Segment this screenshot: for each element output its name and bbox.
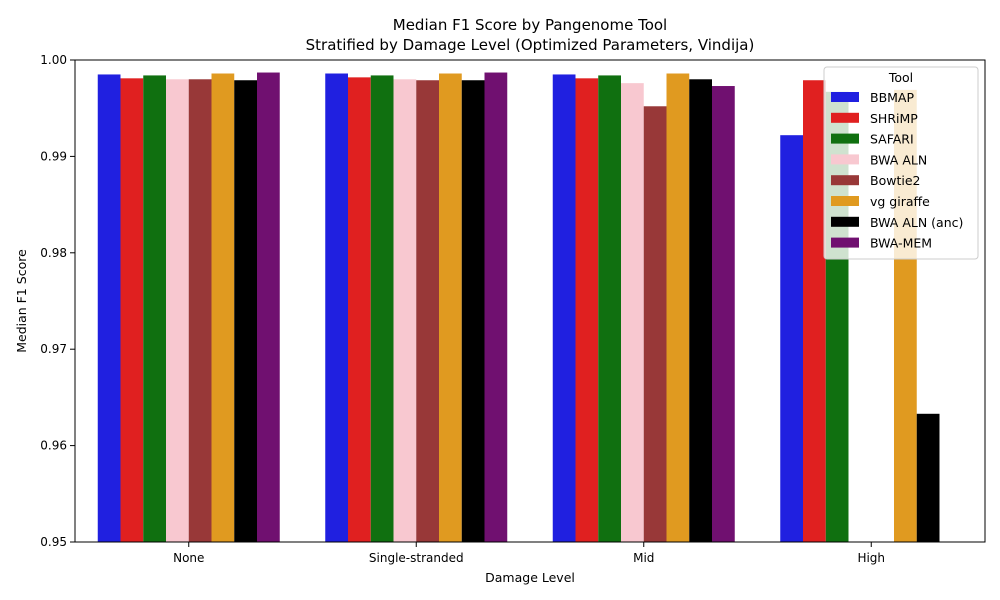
bar-bwa-mem-1 xyxy=(484,72,508,542)
legend-swatch xyxy=(831,175,859,186)
y-tick-label: 1.00 xyxy=(40,53,67,67)
bar-bwa-aln-anc--3 xyxy=(916,413,940,542)
bar-bowtie2-1 xyxy=(416,80,439,543)
bar-safari-1 xyxy=(370,75,394,543)
bar-bwa-aln-anc--2 xyxy=(689,79,712,542)
x-tick-label: High xyxy=(857,551,885,565)
bar-shrimp-0 xyxy=(120,78,144,542)
legend-swatch xyxy=(831,196,859,206)
bar-bbmap-0 xyxy=(97,74,121,543)
y-axis-label: Median F1 Score xyxy=(14,249,29,353)
legend-box xyxy=(823,66,979,260)
x-tick-label: Single-stranded xyxy=(369,551,464,565)
bar-vg-giraffe-2 xyxy=(666,73,690,542)
plot-frame xyxy=(74,59,986,543)
bar-shrimp-1 xyxy=(348,77,371,542)
bar-bwa-aln-anc--1 xyxy=(461,80,485,543)
x-axis: None Single-stranded Mid High xyxy=(173,542,885,565)
bar-bbmap-3 xyxy=(780,135,803,542)
legend-swatch xyxy=(831,154,859,165)
bar-bwa-aln-1 xyxy=(393,79,417,542)
legend-title: Tool xyxy=(888,70,913,85)
bar-safari-2 xyxy=(598,75,621,543)
bar-vg-giraffe-0 xyxy=(211,73,235,542)
bar-bwa-aln-anc--0 xyxy=(234,80,257,543)
y-tick-label: 0.95 xyxy=(40,535,67,549)
legend-swatch xyxy=(831,133,859,144)
bars-group xyxy=(97,72,940,543)
bar-shrimp-3 xyxy=(803,80,826,543)
legend-entry: SHRiMP xyxy=(870,111,918,126)
legend: Tool BBMAP SHRiMP SAFARI BWA ALN Bowtie2 vg g… xyxy=(823,66,979,260)
y-tick-label: 0.96 xyxy=(40,439,67,453)
y-tick-label: 0.98 xyxy=(40,246,67,260)
bar-bwa-aln-2 xyxy=(621,83,644,542)
bar-safari-0 xyxy=(143,75,166,543)
chart-title: Median F1 Score by Pangenome Tool xyxy=(393,16,667,34)
legend-entry: BWA ALN (anc) xyxy=(870,215,963,230)
legend-swatch xyxy=(831,112,859,123)
bar-bowtie2-2 xyxy=(643,106,667,543)
legend-swatch xyxy=(831,216,859,227)
x-tick-label: Mid xyxy=(633,551,654,565)
bar-vg-giraffe-1 xyxy=(439,73,462,542)
bar-bbmap-1 xyxy=(325,73,348,542)
legend-entry: BWA ALN xyxy=(870,152,927,167)
legend-entry: BBMAP xyxy=(870,90,914,105)
bar-bowtie2-0 xyxy=(188,79,212,542)
bar-bbmap-2 xyxy=(552,74,576,543)
bar-bwa-mem-0 xyxy=(257,72,280,542)
legend-items: BBMAP SHRiMP SAFARI BWA ALN Bowtie2 vg giraff… xyxy=(831,90,963,251)
x-tick-label: None xyxy=(173,551,204,565)
x-axis-label: Damage Level xyxy=(485,570,575,585)
legend-entry: Bowtie2 xyxy=(870,173,920,188)
bar-bwa-mem-2 xyxy=(712,86,735,542)
y-axis: 0.95 0.96 0.97 0.98 0.99 1.00 xyxy=(40,53,75,549)
chart-subtitle: Stratified by Damage Level (Optimized Pa… xyxy=(306,36,755,54)
legend-entry: vg giraffe xyxy=(870,194,930,209)
bar-bwa-aln-0 xyxy=(166,79,189,542)
bar-shrimp-2 xyxy=(575,78,599,542)
legend-entry: BWA-MEM xyxy=(870,236,932,251)
legend-entry: SAFARI xyxy=(870,132,914,147)
legend-swatch xyxy=(831,92,859,102)
y-tick-label: 0.97 xyxy=(40,342,67,356)
y-tick-label: 0.99 xyxy=(40,149,67,163)
legend-swatch xyxy=(831,237,859,248)
